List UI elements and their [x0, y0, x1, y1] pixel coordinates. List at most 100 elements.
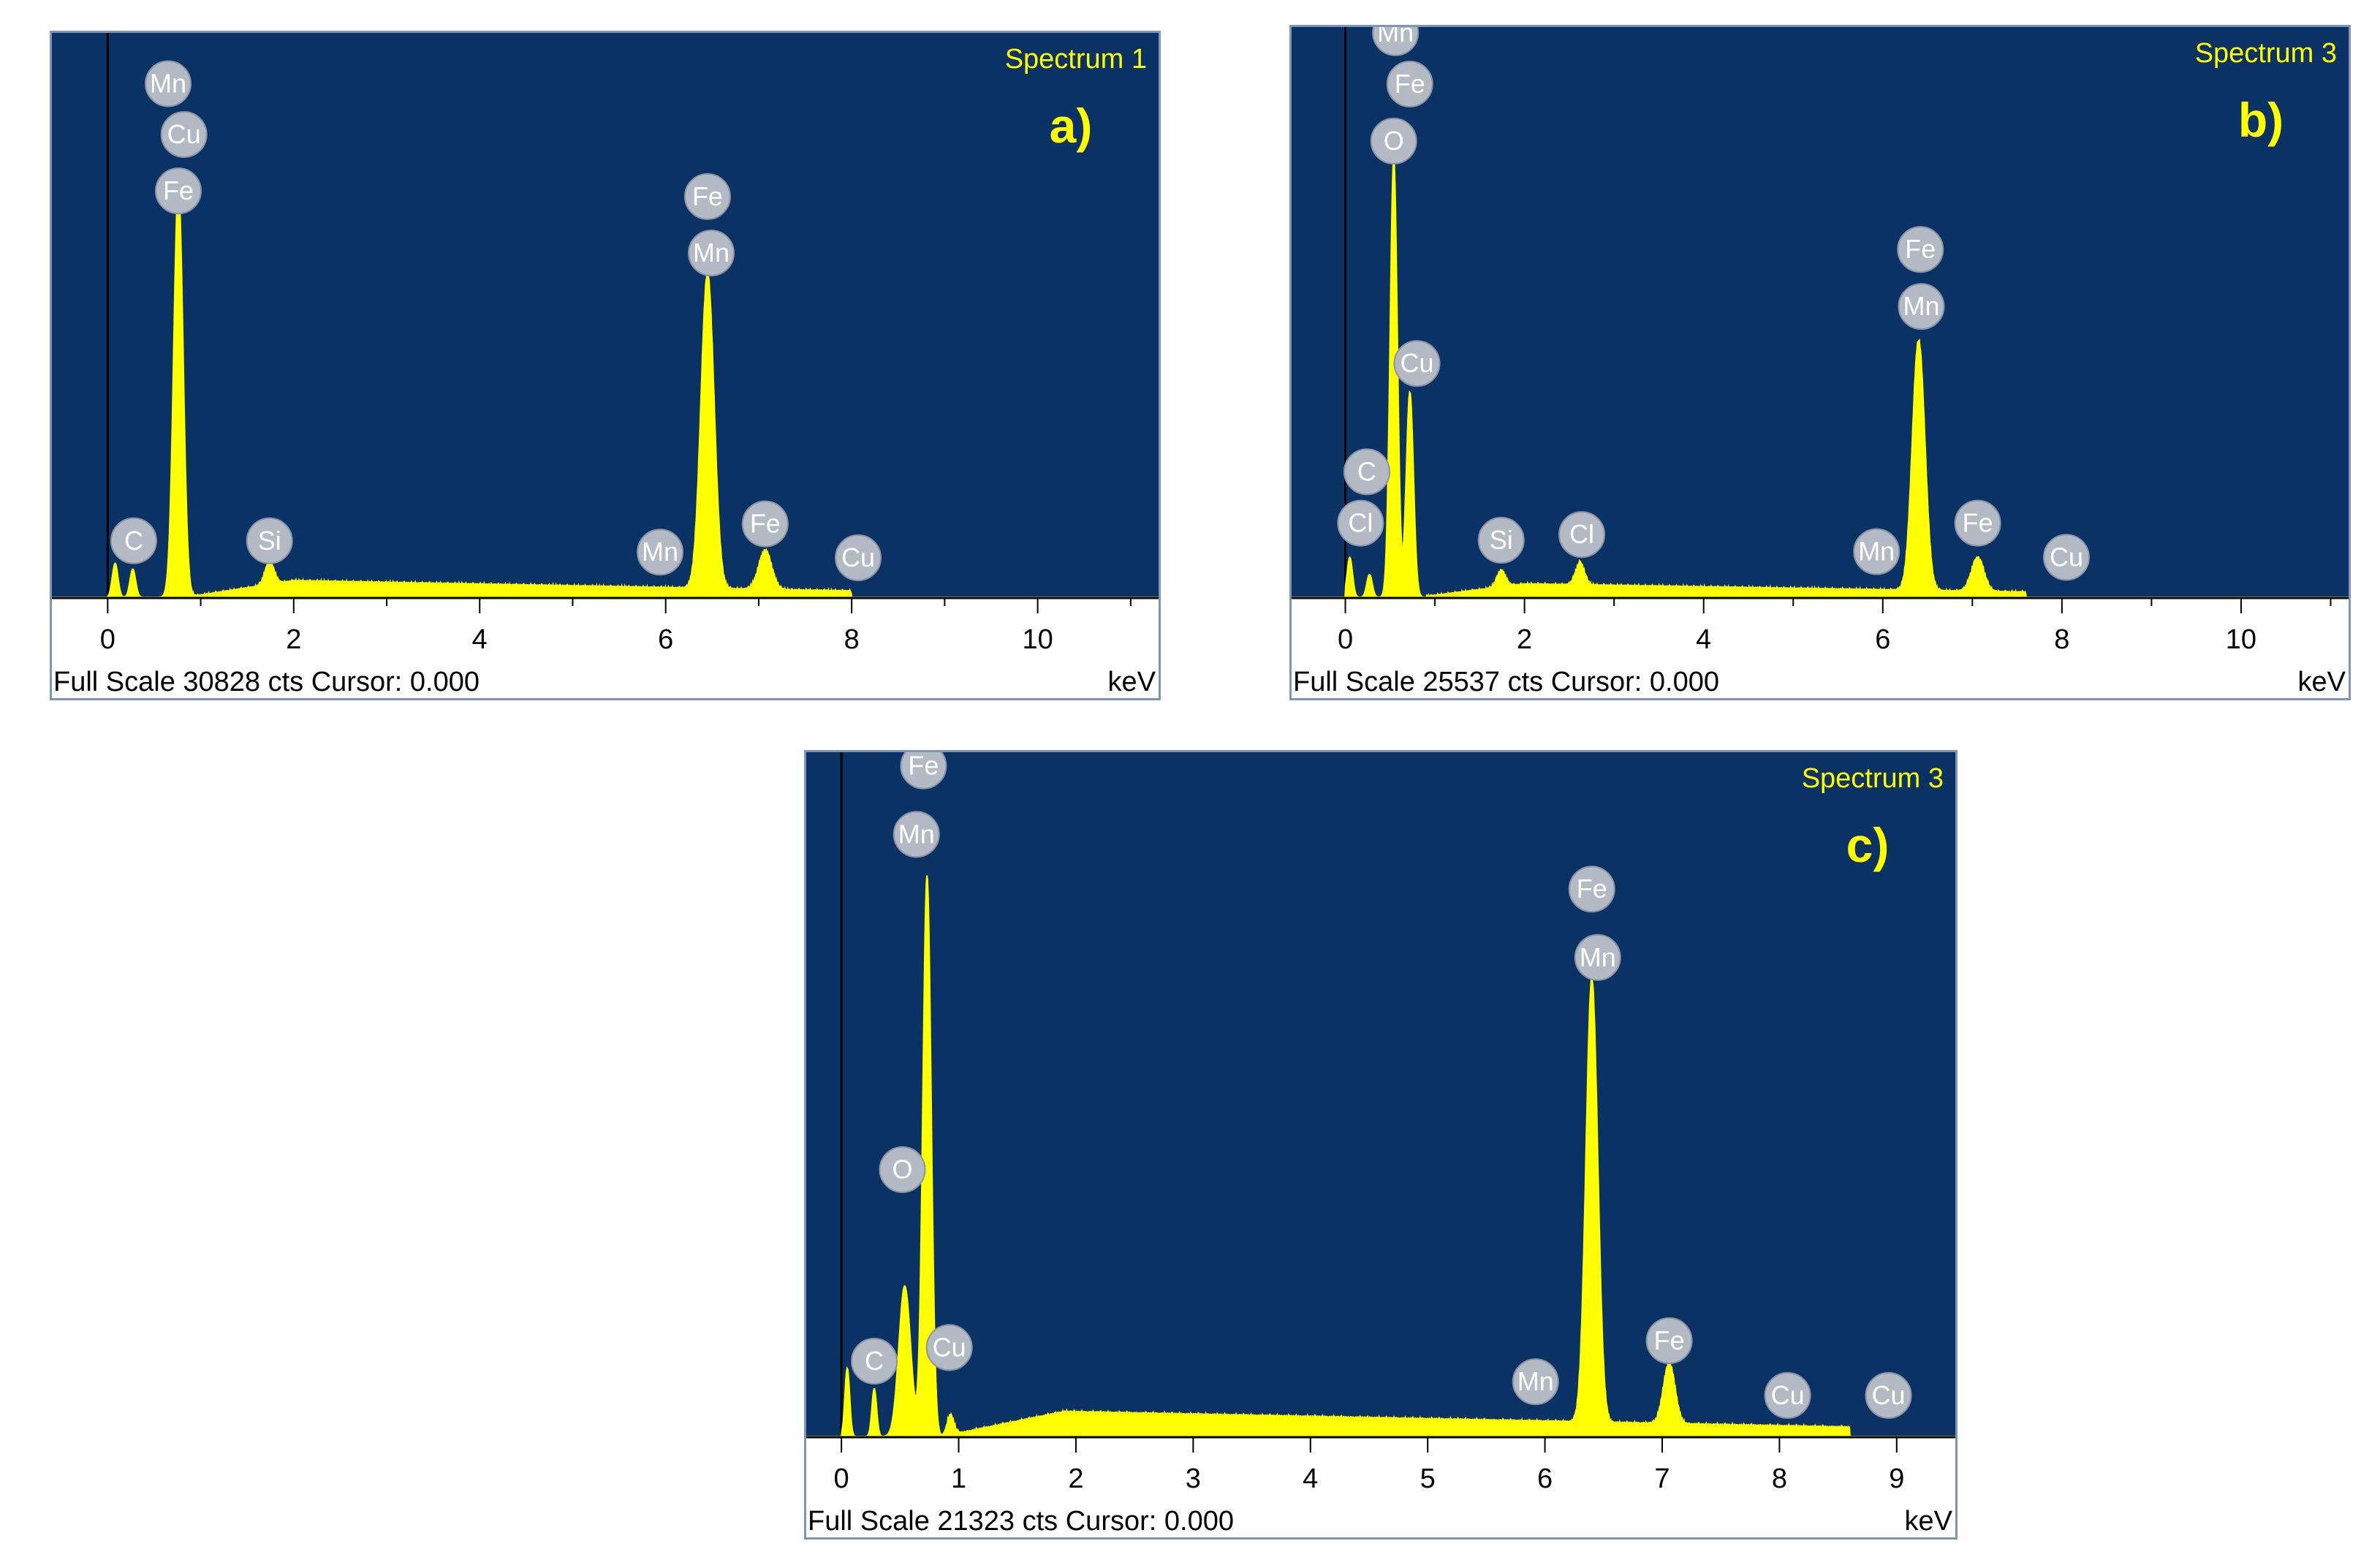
- element-symbol: Mn: [693, 238, 729, 268]
- element-marker-c: C: [110, 517, 157, 564]
- element-symbol: Cu: [933, 1332, 966, 1362]
- x-tick-label: 0: [834, 1464, 849, 1494]
- x-tick-label: 7: [1654, 1464, 1670, 1494]
- element-badge: [851, 1338, 898, 1385]
- element-marker-fe: Fe: [900, 752, 947, 790]
- element-badge: [1954, 499, 2001, 547]
- element-badge: [1865, 1371, 1912, 1419]
- x-tick-label: 3: [1186, 1464, 1201, 1494]
- x-tick-label: 8: [2054, 624, 2069, 655]
- element-symbol: C: [1357, 456, 1376, 486]
- element-marker-cu: Cu: [1393, 340, 1441, 387]
- x-tick-label: 2: [1068, 1464, 1083, 1494]
- element-marker-mn: Mn: [637, 529, 684, 576]
- element-symbol: Mn: [1517, 1366, 1554, 1396]
- element-badge: [1568, 866, 1615, 913]
- element-symbol: O: [892, 1154, 913, 1184]
- spectrum-label: Spectrum 3: [2195, 38, 2337, 69]
- element-badge: [145, 60, 192, 107]
- element-symbol: Mn: [1377, 27, 1414, 48]
- spectrum-label: Spectrum 1: [1005, 44, 1147, 75]
- element-badge: [1386, 61, 1433, 107]
- plot-area: [52, 33, 1159, 597]
- element-symbol: Mn: [1858, 537, 1895, 567]
- element-symbol: Cu: [1401, 348, 1434, 378]
- element-badge: [1764, 1371, 1811, 1419]
- element-symbol: Si: [1490, 525, 1513, 555]
- element-badge: [1477, 517, 1525, 564]
- element-marker-cl: Cl: [1558, 511, 1606, 559]
- element-badge: [1337, 499, 1384, 547]
- spectrum-panel-a: 0 2 4 6 8 10 Spectrum 1 a) Mn Cu Fe C Si Fe Mn Mn Fe Cu F…: [50, 31, 1161, 700]
- element-marker-c: C: [851, 1338, 898, 1385]
- element-marker-fe: Fe: [683, 173, 731, 220]
- spectrum-chart-a: 0 2 4 6 8 10 Spectrum 1 a) Mn Cu Fe C Si Fe Mn Mn Fe Cu: [52, 33, 1159, 655]
- element-badge: [1897, 226, 1944, 273]
- element-marker-cu: Cu: [1764, 1371, 1811, 1419]
- x-tick-label: 1: [951, 1464, 966, 1494]
- x-tick-label: 5: [1420, 1464, 1436, 1494]
- full-scale-readout: Full Scale 30828 cts Cursor: 0.000: [53, 667, 480, 697]
- element-symbol: Fe: [692, 181, 723, 211]
- element-badge: [246, 517, 293, 564]
- panel-letter: a): [1050, 99, 1093, 153]
- element-marker-fe: Fe: [1568, 866, 1615, 913]
- x-tick-label: 2: [1517, 624, 1532, 655]
- element-badge: [835, 534, 882, 581]
- element-badge: [683, 173, 731, 220]
- x-tick-label: 0: [100, 624, 115, 655]
- element-badge: [1393, 340, 1441, 387]
- element-marker-mn: Mn: [1372, 27, 1420, 56]
- element-badge: [1512, 1358, 1559, 1406]
- element-marker-fe: Fe: [1386, 61, 1433, 107]
- element-symbol: Mn: [150, 68, 186, 98]
- element-badge: [925, 1324, 973, 1371]
- element-badge: [1645, 1317, 1693, 1364]
- x-tick-label: 8: [844, 624, 860, 655]
- element-symbol: O: [1384, 126, 1404, 156]
- x-tick-label: 10: [2226, 624, 2256, 655]
- element-badge: [2042, 534, 2090, 581]
- element-marker-cu: Cu: [160, 110, 208, 158]
- element-symbol: Cl: [1569, 519, 1594, 549]
- element-symbol: Fe: [908, 752, 939, 781]
- element-symbol: Fe: [1963, 508, 1993, 538]
- element-marker-si: Si: [1477, 517, 1525, 564]
- element-marker-fe: Fe: [155, 167, 202, 215]
- element-marker-fe: Fe: [1954, 499, 2001, 547]
- element-marker-cu: Cu: [925, 1324, 973, 1371]
- element-symbol: Mn: [1903, 291, 1939, 321]
- element-symbol: Mn: [642, 537, 678, 567]
- element-symbol: Fe: [1905, 234, 1936, 264]
- element-marker-fe: Fe: [1897, 226, 1944, 273]
- element-marker-o: O: [1370, 118, 1417, 164]
- element-badge: [1343, 448, 1390, 496]
- element-marker-cu: Cu: [1865, 1371, 1912, 1419]
- element-badge: [1558, 511, 1606, 559]
- element-badge: [688, 230, 735, 277]
- element-symbol: Mn: [898, 819, 935, 849]
- element-symbol: Mn: [1580, 942, 1616, 972]
- spectrum-chart-b: 0 2 4 6 8 10 Spectrum 3 b) Mn Fe O Cu C Cl Si Cl Fe Mn Mn F…: [1292, 27, 2349, 655]
- element-symbol: Cu: [1872, 1380, 1906, 1410]
- element-marker-mn: Mn: [1574, 934, 1621, 981]
- element-badge: [1372, 27, 1420, 56]
- panel-letter: b): [2238, 93, 2284, 147]
- x-axis-unit: keV: [2297, 667, 2346, 697]
- element-badge: [892, 811, 940, 858]
- element-marker-mn: Mn: [1898, 283, 1945, 330]
- element-badge: [741, 500, 789, 548]
- element-badge: [110, 517, 157, 564]
- x-tick-label: 8: [1772, 1464, 1787, 1494]
- element-marker-mn: Mn: [145, 60, 192, 107]
- spectrum-profile: [806, 875, 1955, 1437]
- x-tick-label: 4: [472, 624, 488, 655]
- element-symbol: Cl: [1348, 508, 1373, 538]
- x-tick-label: 4: [1303, 1464, 1318, 1494]
- x-tick-label: 0: [1338, 624, 1353, 655]
- x-tick-label: 6: [1875, 624, 1890, 655]
- element-symbol: Cu: [167, 119, 201, 149]
- element-symbol: Fe: [750, 509, 781, 539]
- panel-letter: c): [1846, 818, 1890, 872]
- x-tick-label: 9: [1889, 1464, 1904, 1494]
